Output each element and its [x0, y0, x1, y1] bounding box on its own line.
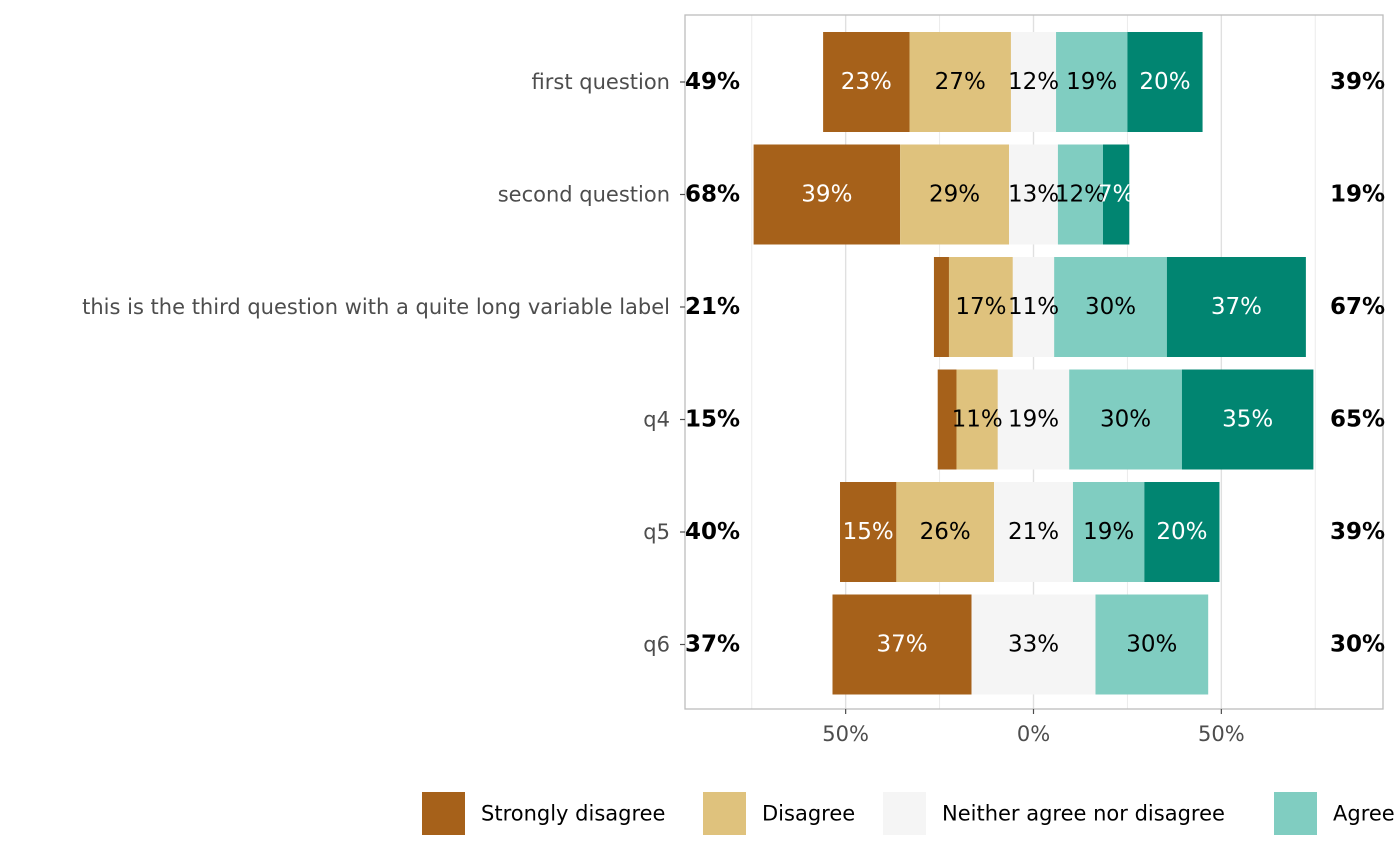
x-tick-label: 50% — [822, 722, 869, 746]
segment-label: 20% — [1156, 519, 1207, 545]
right-total-label: 19% — [1330, 182, 1385, 208]
bar-segment — [832, 594, 972, 695]
segment-label: 15% — [843, 519, 894, 545]
bar-segment — [971, 594, 1096, 695]
segment-label: 37% — [1211, 294, 1262, 320]
bar-segment — [1010, 32, 1057, 132]
bar-segment — [900, 144, 1010, 245]
left-total-label: 15% — [685, 407, 740, 433]
segment-label: 19% — [1083, 519, 1134, 545]
segment-label: 37% — [876, 632, 927, 658]
segment-label: 12% — [1055, 182, 1106, 208]
legend-label: Disagree — [762, 802, 855, 826]
legend-label: Agree — [1333, 802, 1395, 826]
bar-segment — [1095, 594, 1209, 695]
left-total-label: 40% — [685, 519, 740, 545]
bar-segment — [1127, 32, 1203, 132]
legend-key — [1274, 792, 1317, 835]
bar-segment — [1054, 257, 1167, 357]
bar-segment — [823, 32, 910, 132]
segment-label: 13% — [1008, 182, 1059, 208]
bar-segment — [933, 257, 949, 357]
x-tick-label: 50% — [1198, 722, 1245, 746]
left-total-label: 49% — [685, 69, 740, 95]
bar-segment — [1166, 257, 1306, 357]
bar-segment — [948, 257, 1013, 357]
bar-segment — [1012, 257, 1055, 357]
bar-segment — [1144, 482, 1220, 582]
bar-segment — [1103, 144, 1130, 245]
axis-layer: first question second question this is the… — [82, 70, 1245, 746]
legend: Strongly disagree Disagree Neither agree n… — [422, 792, 1395, 835]
segment-label: 30% — [1100, 407, 1151, 433]
bar-segment — [994, 482, 1073, 582]
legend-label: Neither agree nor disagree — [942, 802, 1225, 826]
left-total-label: 68% — [685, 182, 740, 208]
segment-label: 17% — [955, 294, 1006, 320]
segment-label: 21% — [1008, 519, 1059, 545]
segment-label: 27% — [935, 69, 986, 95]
right-total-label: 67% — [1330, 294, 1385, 320]
segment-labels-layer: 23% 27% 12% 19% 20%39% 29% 13%12%7%17% 11% 30% 37… — [801, 69, 1273, 658]
category-label: q6 — [643, 633, 670, 657]
legend-label: Strongly disagree — [481, 802, 665, 826]
legend-key — [422, 792, 465, 835]
bar-segment — [1056, 32, 1128, 132]
right-total-label: 39% — [1330, 69, 1385, 95]
segment-label: 23% — [841, 69, 892, 95]
segment-label: 19% — [1066, 69, 1117, 95]
segment-label: 19% — [1008, 407, 1059, 433]
bar-segment — [840, 482, 897, 582]
bar-segment — [1009, 144, 1058, 245]
segment-label: 7% — [1098, 182, 1135, 208]
bar-segment — [1181, 369, 1314, 470]
segment-label: 39% — [801, 182, 852, 208]
segment-label: 35% — [1222, 407, 1273, 433]
bar-segment — [909, 32, 1011, 132]
segment-label: 11% — [952, 407, 1003, 433]
bar-segment — [956, 369, 998, 470]
legend-key — [883, 792, 926, 835]
right-total-label: 30% — [1330, 632, 1385, 658]
bar-segment — [997, 369, 1070, 470]
right-total-label: 65% — [1330, 407, 1385, 433]
segment-label: 20% — [1139, 69, 1190, 95]
bar-segment — [753, 144, 901, 245]
left-total-label: 21% — [685, 294, 740, 320]
bar-segment — [1072, 482, 1145, 582]
category-label: first question — [532, 70, 670, 94]
segment-label: 30% — [1126, 632, 1177, 658]
segment-label: 26% — [920, 519, 971, 545]
segment-label: 11% — [1008, 294, 1059, 320]
bar-segment — [937, 369, 957, 470]
category-label: this is the third question with a quite … — [82, 295, 670, 319]
bar-segment — [1057, 144, 1104, 245]
category-label: q4 — [643, 408, 670, 432]
legend-key — [703, 792, 746, 835]
segment-label: 12% — [1008, 69, 1059, 95]
segment-label: 33% — [1008, 632, 1059, 658]
category-label: q5 — [643, 520, 670, 544]
segment-label: 30% — [1085, 294, 1136, 320]
category-label: second question — [498, 183, 670, 207]
bar-segment — [1069, 369, 1182, 470]
totals-layer: 49% 39% 68% 19% 21% 67% 15% 65% 40% 39% 37% 30% — [685, 69, 1385, 658]
left-total-label: 37% — [685, 632, 740, 658]
bars-layer — [753, 32, 1314, 695]
right-total-label: 39% — [1330, 519, 1385, 545]
segment-label: 29% — [929, 182, 980, 208]
bar-segment — [896, 482, 995, 582]
x-tick-label: 0% — [1017, 722, 1050, 746]
